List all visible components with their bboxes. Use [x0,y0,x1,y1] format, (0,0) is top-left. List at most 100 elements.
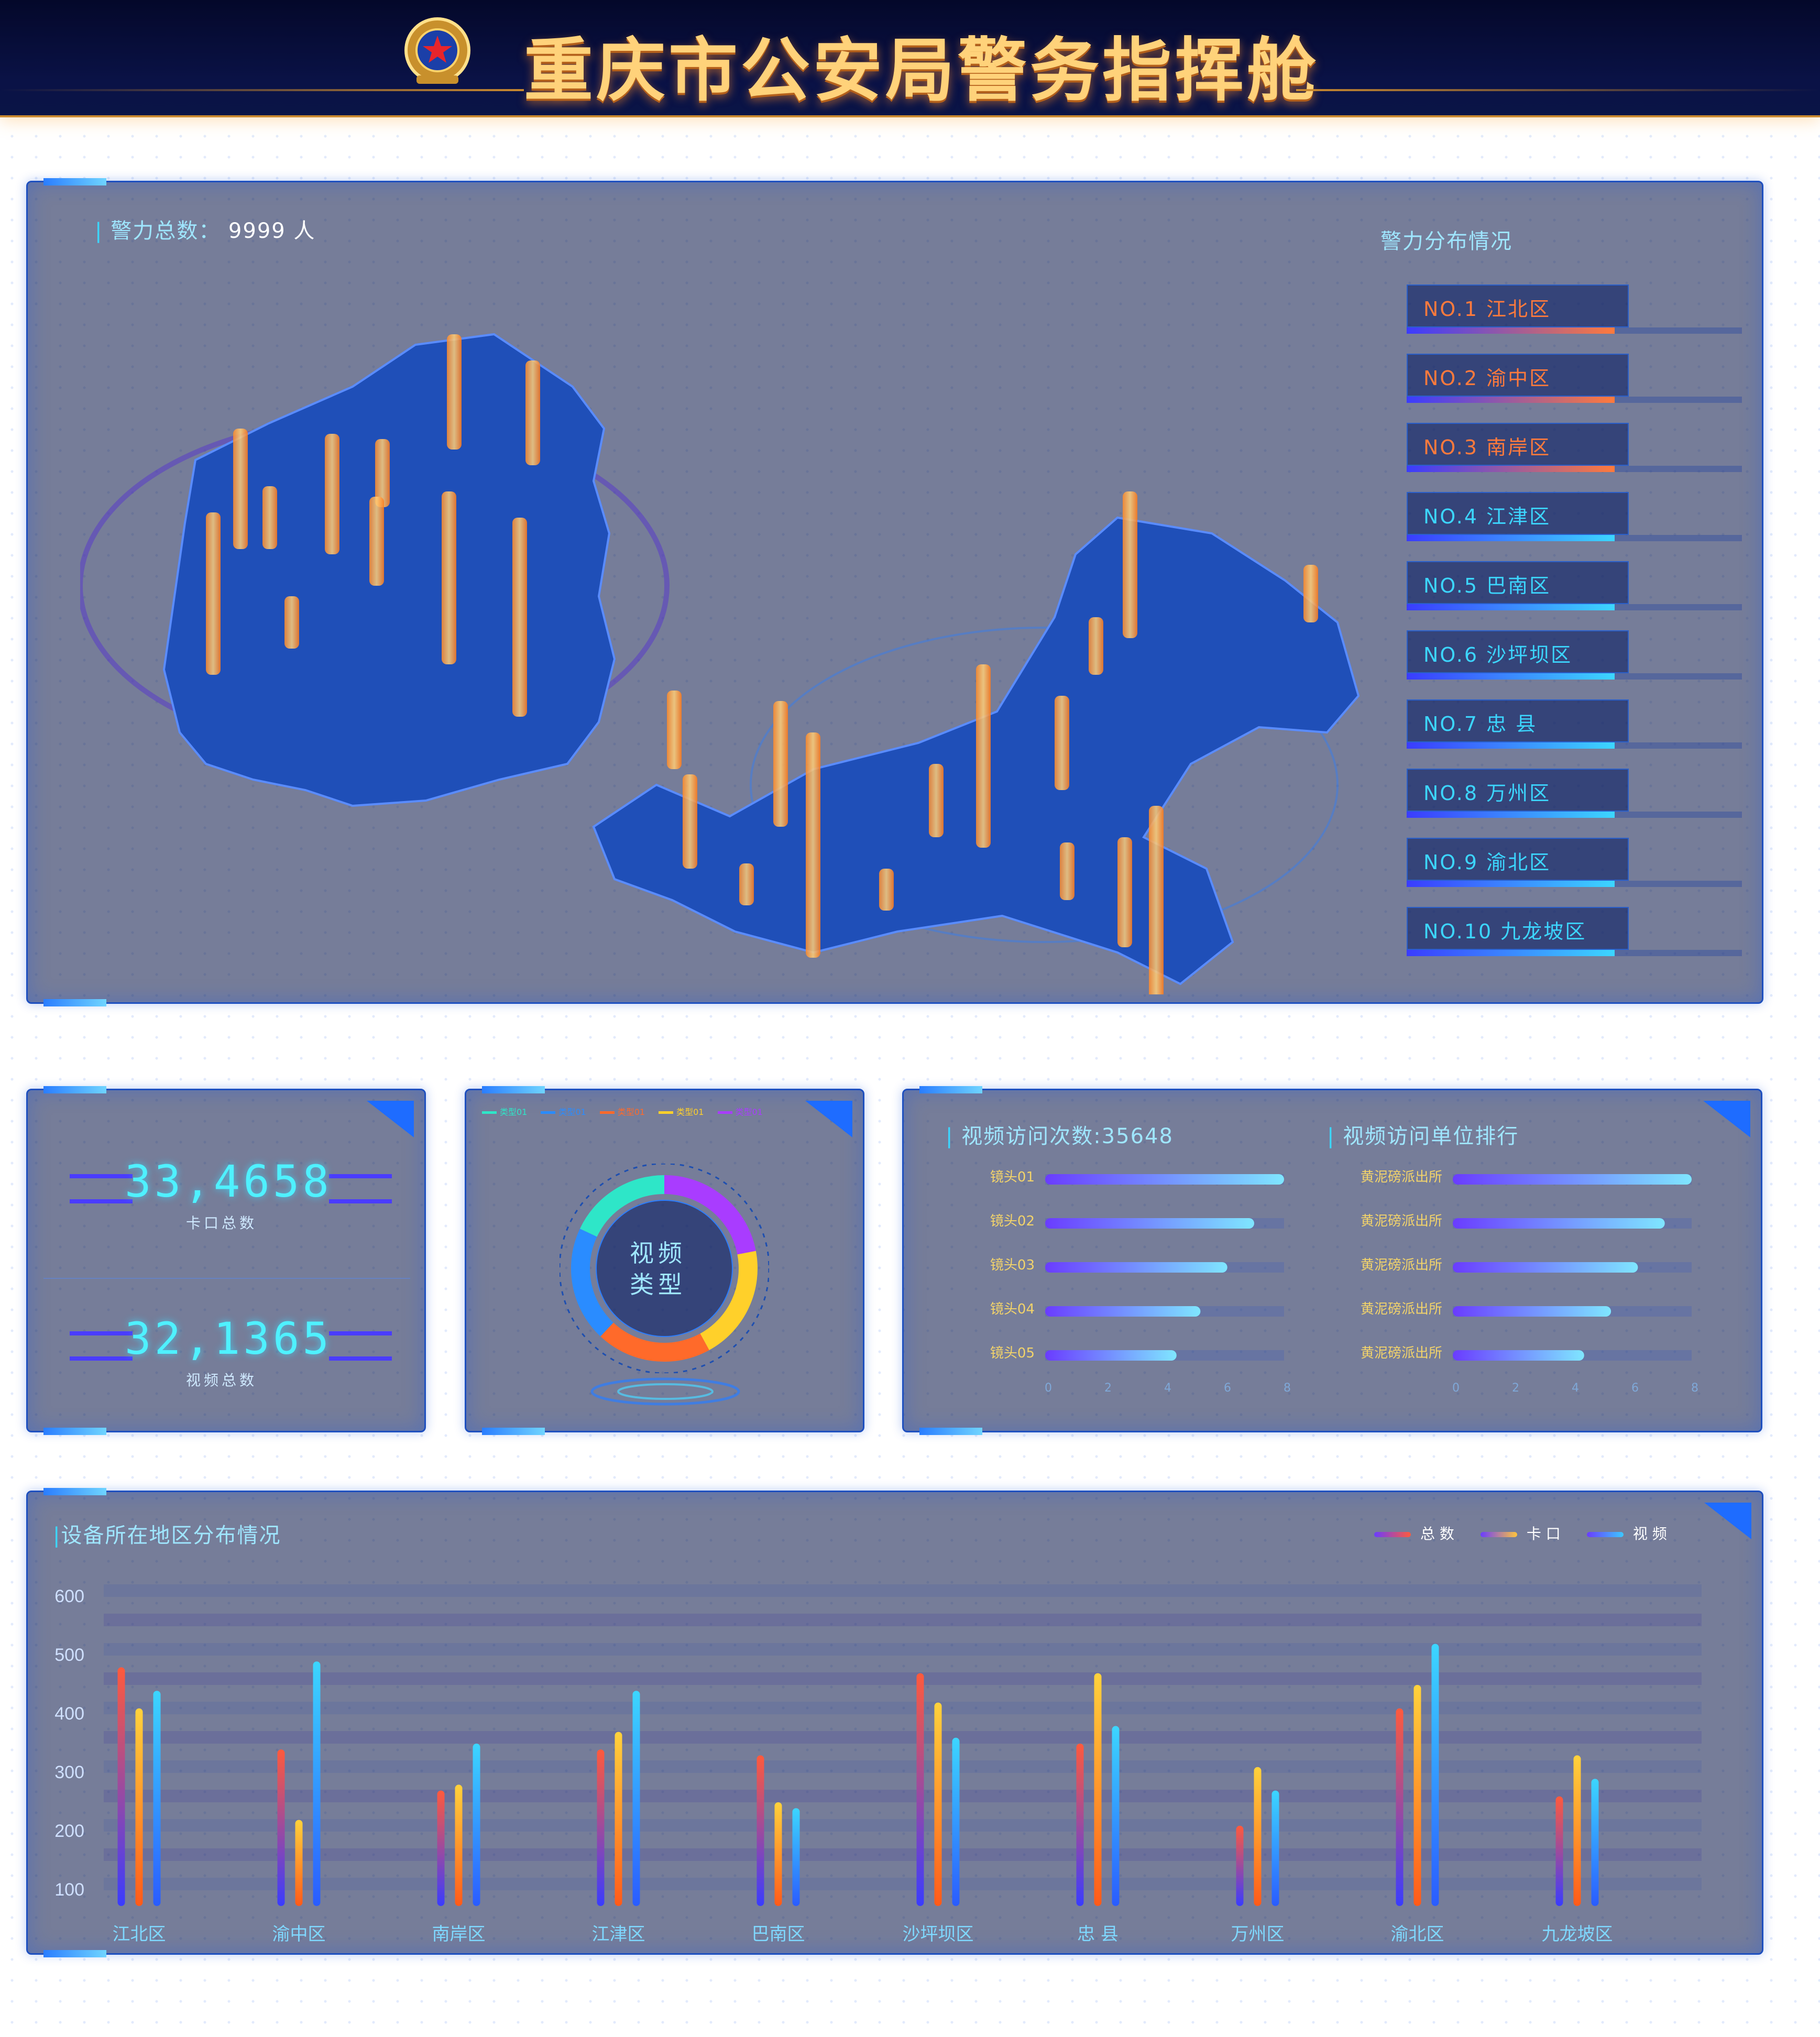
bar[interactable] [1453,1218,1665,1229]
district-bar[interactable] [1555,1796,1563,1906]
district-bar[interactable] [632,1691,640,1906]
district-bar[interactable] [1573,1755,1581,1906]
bar[interactable] [1453,1350,1584,1361]
chongqing-map[interactable] [80,261,1390,994]
rank-bar-fill [1407,535,1615,541]
rank-label: NO.8 万州区 [1423,782,1551,805]
donut-slice[interactable] [579,1175,665,1237]
map-west-region[interactable] [162,333,616,807]
district-bar[interactable] [1271,1790,1279,1906]
x-tick-label: 2 [1512,1382,1519,1395]
district-bar[interactable] [934,1702,942,1906]
district-bar[interactable] [117,1667,125,1906]
bar[interactable] [1045,1306,1201,1317]
donut-legend: 类型01 类型01 类型01 类型01 类型01 [482,1105,763,1118]
donut-slice[interactable] [600,1322,709,1362]
x-tick-label: 0 [1452,1382,1460,1395]
district-bar[interactable] [1591,1779,1599,1906]
rank-item[interactable]: NO.8 万州区 [1407,769,1747,821]
x-tick-label: 0 [1045,1382,1052,1395]
district-bar[interactable] [1396,1708,1404,1906]
legend-swatch [482,1111,497,1114]
bar[interactable] [1453,1262,1638,1273]
donut-legend-item[interactable]: 类型01 [717,1105,763,1118]
district-bar[interactable] [277,1749,285,1906]
rank-bar-track [1407,327,1742,334]
rank-item[interactable]: NO.7 忠 县 [1407,699,1747,752]
bar[interactable] [1045,1262,1227,1273]
stats-divider [43,1278,410,1279]
y-tick-label: 100 [54,1880,84,1900]
rank-item[interactable]: NO.5 巴南区 [1407,561,1747,614]
district-bar[interactable] [135,1708,143,1906]
district-legend-item[interactable]: 卡 口 [1480,1523,1561,1543]
rank-label-box: NO.10 九龙坡区 [1407,907,1629,950]
district-bar[interactable] [1431,1644,1439,1906]
camera-access-chart[interactable]: 镜头01 镜头02 镜头03 镜头04 镜头05 0 2 4 6 8 [946,1169,1312,1399]
district-panel: |设备所在地区分布情况 总 数 卡 口 视 频 100 200 300 400 500 600… [26,1488,1763,1957]
rank-item[interactable]: NO.2 渝中区 [1407,354,1747,406]
district-bar[interactable] [313,1661,321,1906]
district-bar[interactable] [473,1744,480,1906]
rank-bar-fill [1407,742,1615,749]
bar-category-label: 黄泥磅派出所 [1361,1301,1442,1317]
police-emblem-icon [404,17,470,84]
donut-slice[interactable] [664,1175,756,1255]
rank-item[interactable]: NO.4 江津区 [1407,492,1747,544]
donut-legend-item[interactable]: 类型01 [659,1105,704,1118]
x-category-label: 渝中区 [272,1924,326,1943]
district-bar[interactable] [1094,1673,1102,1906]
legend-label: 总 数 [1420,1525,1454,1542]
district-bar-chart[interactable]: 100 200 300 400 500 600 江北区 渝中区 南岸区 江津区 巴南区 沙坪坝区 忠 县… [28,1555,1757,1943]
rank-bar-fill [1407,950,1615,956]
district-legend-item[interactable]: 总 数 [1374,1523,1454,1543]
district-bar[interactable] [756,1755,764,1906]
map-pillars [206,334,1318,994]
rank-item[interactable]: NO.10 九龙坡区 [1407,907,1747,959]
district-bar[interactable] [792,1808,800,1906]
donut-slice[interactable] [700,1251,758,1350]
district-legend-item[interactable]: 视 频 [1586,1523,1667,1543]
bar-category-label: 镜头02 [990,1213,1035,1229]
legend-swatch [1374,1532,1411,1537]
grid-band [104,1584,1702,1597]
bar[interactable] [1453,1306,1611,1317]
district-bar[interactable] [615,1732,622,1906]
bar[interactable] [1045,1174,1284,1185]
donut-legend-item[interactable]: 类型01 [541,1105,586,1118]
district-bar[interactable] [774,1802,782,1906]
district-bar[interactable] [1254,1767,1262,1906]
access-rank-title: | 视频访问单位排行 [1327,1124,1519,1148]
district-bar[interactable] [1112,1726,1120,1906]
rank-bar-fill [1407,673,1615,680]
rank-item[interactable]: NO.3 南岸区 [1407,423,1747,475]
checkpoint-total-value: 33,4658 [125,1156,333,1207]
bar[interactable] [1045,1218,1254,1229]
donut-slice[interactable] [571,1229,614,1337]
district-bar[interactable] [1413,1685,1421,1906]
district-bar[interactable] [153,1691,161,1906]
district-bar[interactable] [916,1673,924,1906]
rank-item[interactable]: NO.9 渝北区 [1407,838,1747,890]
corner-marker [1704,1503,1751,1539]
map-orbit-ring-2 [750,627,1339,943]
bar[interactable] [1453,1174,1692,1185]
donut-legend-item[interactable]: 类型01 [482,1105,527,1118]
district-bar[interactable] [952,1737,960,1906]
video-access-title: | 视频访问次数:35648 [946,1124,1174,1148]
district-bar[interactable] [1236,1825,1244,1906]
rank-bar-track [1407,535,1742,541]
grid-band [104,1760,1702,1773]
district-bar[interactable] [295,1820,303,1906]
district-bar[interactable] [1076,1744,1084,1906]
rank-item[interactable]: NO.1 江北区 [1407,284,1747,337]
donut-legend-item[interactable]: 类型01 [599,1105,645,1118]
district-title-text: 设备所在地区分布情况 [61,1524,281,1548]
rank-item[interactable]: NO.6 沙坪坝区 [1407,630,1747,683]
video-type-donut[interactable] [560,1164,769,1373]
district-bar[interactable] [437,1790,445,1906]
district-bar[interactable] [597,1749,605,1906]
bar[interactable] [1045,1350,1177,1361]
district-bar[interactable] [455,1784,463,1906]
